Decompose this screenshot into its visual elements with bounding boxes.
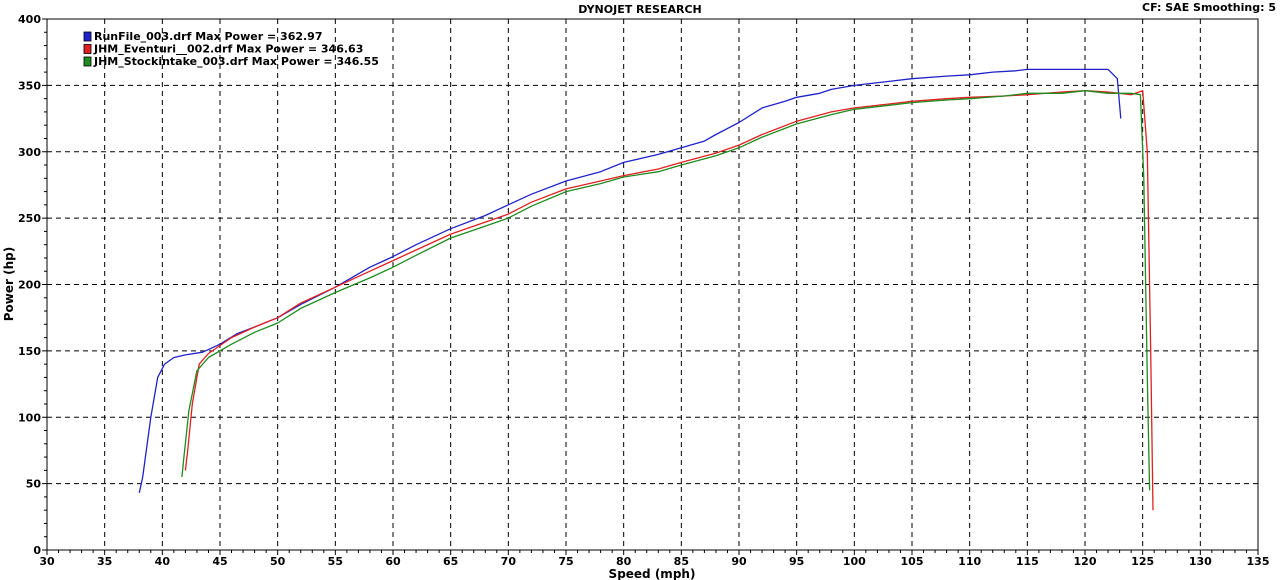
x-tick-label: 80: [616, 555, 632, 568]
x-tick-label: 35: [97, 555, 112, 568]
chart-title: DYNOJET RESEARCH: [578, 3, 702, 16]
x-tick-label: 130: [1189, 555, 1212, 568]
legend-swatch-3: [83, 56, 92, 67]
x-tick-label: 125: [1131, 555, 1154, 568]
x-tick-labels: 30 35 40 45 50 55 60 65 70 75 80 85 90 95 100 105 110 115…: [39, 555, 1269, 568]
x-tick-label: 100: [843, 555, 866, 568]
x-tick-label: 75: [558, 555, 573, 568]
x-tick-label: 95: [789, 555, 804, 568]
grid-lines: [47, 19, 1258, 550]
x-tick-label: 135: [1247, 555, 1270, 568]
y-tick-label: 250: [18, 212, 41, 225]
y-tick-label: 50: [26, 478, 42, 491]
minor-ticks: [42, 18, 1259, 555]
x-tick-label: 120: [1074, 555, 1097, 568]
legend-entry-1: RunFile_003.drf Max Power = 362.97: [94, 30, 323, 43]
series-line-2: [184, 90, 1154, 511]
y-tick-labels: 0 50 100 150 200 250 300 350 400: [18, 13, 41, 557]
x-axis-label: Speed (mph): [609, 567, 696, 580]
x-tick-label: 105: [901, 555, 924, 568]
x-tick-label: 40: [155, 555, 171, 568]
x-tick-label: 85: [674, 555, 689, 568]
x-tick-label: 90: [731, 555, 747, 568]
x-tick-label: 70: [501, 555, 517, 568]
y-tick-label: 0: [33, 544, 41, 557]
x-tick-label: 115: [1016, 555, 1039, 568]
legend: RunFile_003.drf Max Power = 362.97JHM_Ev…: [83, 30, 379, 68]
legend-entry-2: JHM_Eventuri__002.drf Max Power = 346.63: [93, 43, 363, 56]
y-tick-label: 100: [18, 411, 41, 424]
y-axis-label: Power (hp): [2, 247, 16, 321]
series-line-1: [138, 68, 1122, 494]
x-tick-label: 45: [212, 555, 227, 568]
legend-entry-3: JHM_Stockintake_003.drf Max Power = 346.…: [93, 55, 379, 68]
settings-readout: CF: SAE Smoothing: 5: [1142, 1, 1276, 14]
y-tick-label: 150: [18, 345, 41, 358]
y-tick-label: 300: [18, 146, 41, 159]
y-tick-label: 200: [18, 279, 41, 292]
x-tick-label: 55: [328, 555, 343, 568]
legend-swatch-1: [83, 31, 92, 42]
x-tick-label: 60: [385, 555, 401, 568]
legend-swatch-2: [83, 44, 92, 54]
y-tick-label: 350: [18, 79, 41, 92]
x-tick-label: 30: [39, 555, 55, 568]
x-tick-label: 110: [958, 555, 981, 568]
series-line-3: [181, 90, 1151, 491]
x-tick-label: 50: [270, 555, 286, 568]
x-tick-label: 65: [443, 555, 458, 568]
series-lines: [138, 68, 1154, 511]
y-tick-label: 400: [18, 13, 41, 26]
